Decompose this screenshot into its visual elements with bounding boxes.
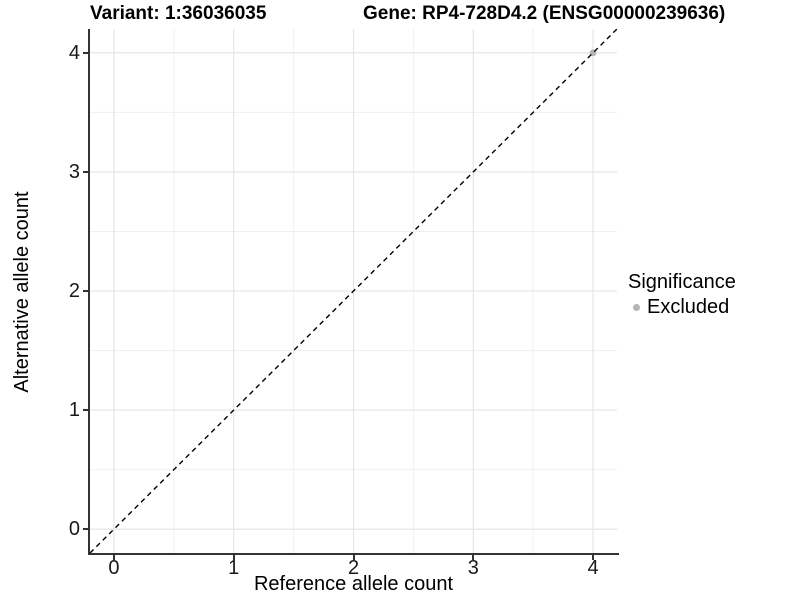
y-axis-title: Alternative allele count: [11, 191, 33, 393]
x-tick-label: 0: [108, 557, 120, 579]
x-axis-title: Reference allele count: [253, 573, 453, 595]
x-axis-line: [88, 553, 619, 555]
variant-title: Variant: 1:36036035: [90, 3, 267, 24]
y-tick-mark: [83, 170, 88, 173]
legend-title: Significance: [628, 271, 736, 293]
y-tick-mark: [83, 528, 88, 531]
y-tick-label: 1: [68, 399, 80, 422]
x-tick-label: 4: [587, 557, 599, 579]
y-tick-label: 3: [68, 160, 80, 183]
x-tick-label: 3: [467, 557, 479, 579]
y-tick-mark: [83, 51, 88, 54]
x-tick-mark: [472, 555, 475, 560]
x-tick-mark: [112, 555, 115, 560]
x-tick-mark: [352, 555, 355, 560]
y-tick-label: 2: [68, 280, 80, 302]
y-tick-mark: [83, 409, 88, 412]
y-tick-label: 0: [68, 518, 80, 541]
y-tick-mark: [83, 290, 88, 292]
legend: Significance Excluded: [628, 270, 736, 319]
legend-point-icon: [633, 303, 640, 311]
legend-item-label: Excluded: [647, 296, 730, 318]
x-tick-mark: [232, 555, 235, 560]
plot-panel: [89, 28, 618, 554]
x-tick-mark: [592, 555, 595, 560]
y-tick-label: 4: [68, 41, 80, 64]
legend-item-excluded: Excluded: [628, 295, 736, 319]
identity-reference-line: [89, 28, 618, 554]
x-tick-label: 2: [347, 557, 360, 579]
x-tick-label: 1: [228, 557, 240, 579]
gene-title: Gene: RP4-728D4.2 (ENSG00000239636): [363, 3, 726, 24]
plot-canvas: [89, 28, 618, 554]
y-axis-line: [88, 29, 90, 555]
